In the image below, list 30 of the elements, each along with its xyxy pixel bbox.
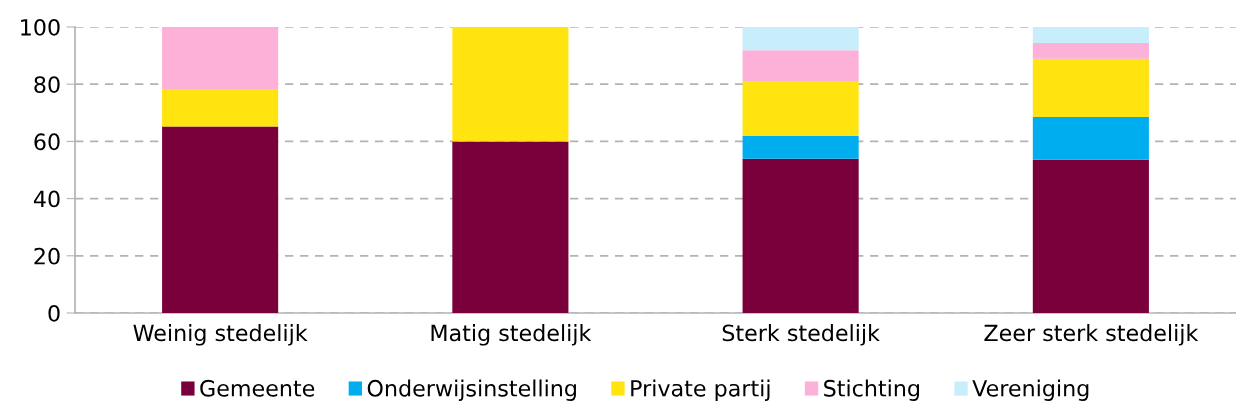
x-tick-label: Weinig stedelijk bbox=[133, 324, 308, 346]
legend-label: Onderwijsinstelling bbox=[367, 379, 576, 401]
y-tick-label: 20 bbox=[34, 247, 60, 265]
bar bbox=[452, 27, 569, 142]
bar bbox=[162, 27, 279, 90]
bar bbox=[452, 141, 569, 313]
bar bbox=[1032, 43, 1149, 59]
bar bbox=[1032, 117, 1149, 160]
y-tick-label: 40 bbox=[33, 190, 60, 208]
legend-label: Gemeente bbox=[200, 379, 315, 397]
bar bbox=[742, 158, 859, 313]
bar bbox=[1032, 58, 1149, 118]
bar bbox=[162, 89, 279, 127]
bar bbox=[162, 126, 279, 313]
x-tick-label: Sterk stedelijk bbox=[722, 324, 880, 346]
legend-label: Stichting bbox=[824, 379, 919, 401]
bar bbox=[742, 27, 859, 51]
bar bbox=[742, 50, 859, 82]
bar bbox=[1032, 159, 1149, 313]
y-tick-label: 0 bbox=[48, 304, 60, 322]
legend-label: Private partij bbox=[631, 379, 770, 401]
bar bbox=[1032, 27, 1149, 44]
y-tick-label: 60 bbox=[34, 133, 60, 151]
legend-label: Vereniging bbox=[972, 379, 1089, 401]
bar bbox=[742, 135, 859, 159]
x-tick-label: Matig stedelijk bbox=[431, 324, 592, 346]
x-tick-label: Zeer sterk stedelijk bbox=[984, 324, 1199, 346]
y-tick-label: 80 bbox=[34, 76, 60, 93]
y-tick-label: 100 bbox=[21, 18, 60, 36]
bar bbox=[742, 81, 859, 136]
